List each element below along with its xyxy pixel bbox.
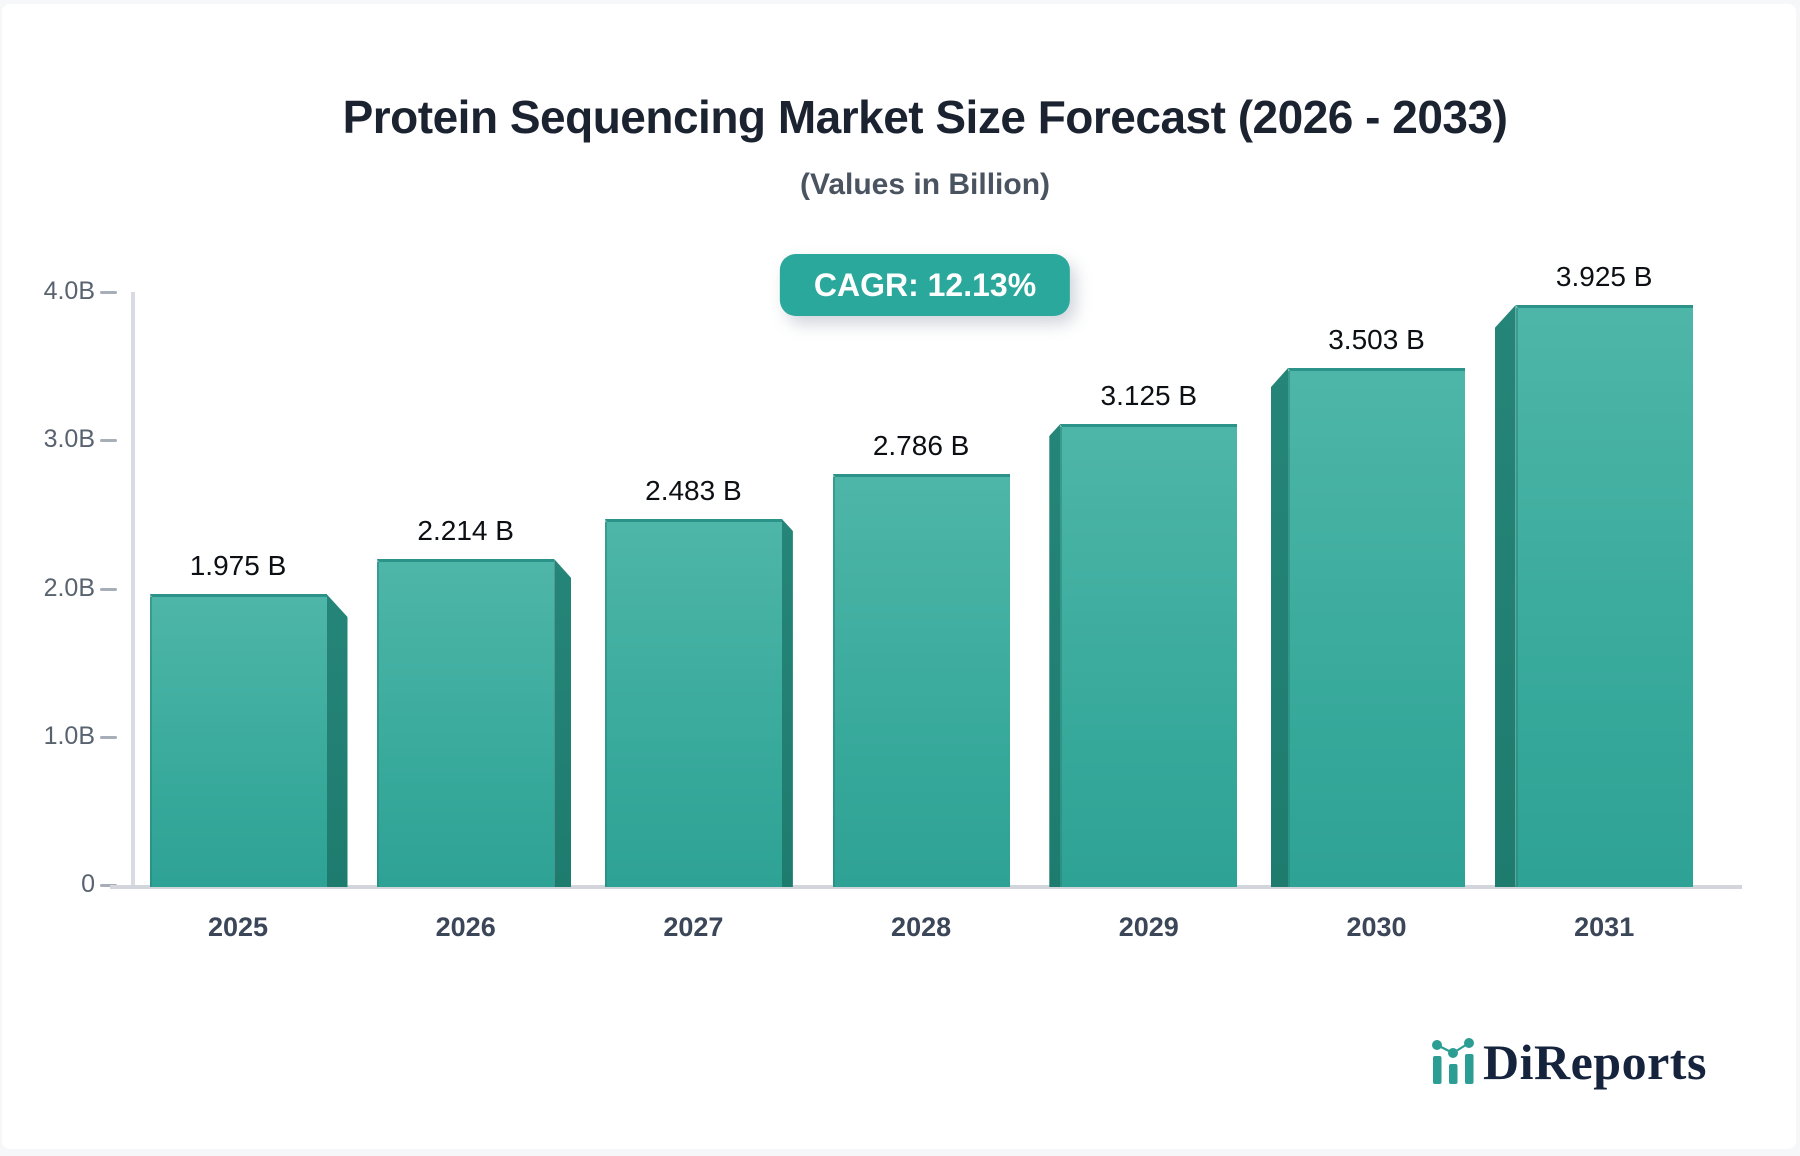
bar-value-label-2027: 2.483 B — [645, 475, 742, 506]
y-axis-tick — [100, 735, 117, 739]
bar-value-label-2030: 3.503 B — [1328, 324, 1425, 355]
x-axis-label-2030: 2030 — [1346, 912, 1407, 942]
bar-face — [377, 559, 555, 887]
x-axis-label-2027: 2027 — [663, 912, 724, 942]
bar-value-label-2025: 1.975 B — [189, 550, 287, 581]
x-axis-label-2031: 2031 — [1574, 912, 1635, 942]
bar-face — [832, 474, 1010, 887]
logo-text: DiReports — [1483, 1034, 1707, 1090]
x-axis-line — [110, 885, 1742, 889]
y-axis-tick — [100, 587, 117, 591]
chart-title: Protein Sequencing Market Size Forecast … — [342, 91, 1508, 143]
bar-value-label-2026: 2.214 B — [417, 515, 514, 546]
bar-value-label-2029: 3.125 B — [1100, 380, 1198, 411]
bar-2026 — [377, 559, 572, 887]
bar-side-face — [1271, 368, 1288, 887]
bar-side-face — [326, 594, 348, 887]
bar-2025 — [149, 594, 348, 887]
y-axis-label-0: 0 — [81, 870, 95, 898]
bar-side-face — [781, 519, 793, 887]
bar-side-face — [554, 559, 572, 887]
bar-2028 — [832, 474, 1010, 887]
y-axis-line — [131, 292, 135, 889]
x-axis-label-2026: 2026 — [435, 912, 496, 942]
y-axis-tick — [100, 291, 117, 294]
bar-side-face — [1049, 424, 1061, 887]
bar-value-label-2028: 2.786 B — [872, 430, 970, 461]
bar-face — [149, 594, 327, 887]
x-axis-label-2028: 2028 — [891, 912, 952, 942]
y-axis-label-1.0B: 1.0B — [43, 721, 95, 750]
bar-2027 — [604, 519, 793, 887]
cagr-badge: CAGR: 12.13% — [779, 254, 1071, 316]
x-axis-label-2025: 2025 — [207, 912, 269, 942]
y-axis-label-3.0B: 3.0B — [43, 425, 95, 454]
x-axis-label-2029: 2029 — [1118, 912, 1179, 942]
y-axis-tick — [100, 884, 117, 887]
bar-2029 — [1049, 424, 1238, 887]
bar-face — [1060, 424, 1238, 887]
y-axis-label-4.0B: 4.0B — [43, 277, 95, 305]
bar-side-face — [1494, 305, 1516, 887]
y-axis-tick — [100, 439, 117, 443]
bar-chart-logo-icon — [1432, 1038, 1474, 1084]
bar-value-label-2031: 3.925 B — [1555, 261, 1653, 292]
bar-face — [1515, 305, 1693, 887]
bar-face — [604, 519, 782, 887]
bar-2031 — [1494, 305, 1693, 887]
logo: DiReports — [1432, 1036, 1707, 1088]
bar-face — [1288, 368, 1465, 887]
chart-subtitle: (Values in Billion) — [799, 168, 1051, 201]
bar-2030 — [1271, 368, 1465, 887]
y-axis-label-2.0B: 2.0B — [43, 573, 95, 602]
